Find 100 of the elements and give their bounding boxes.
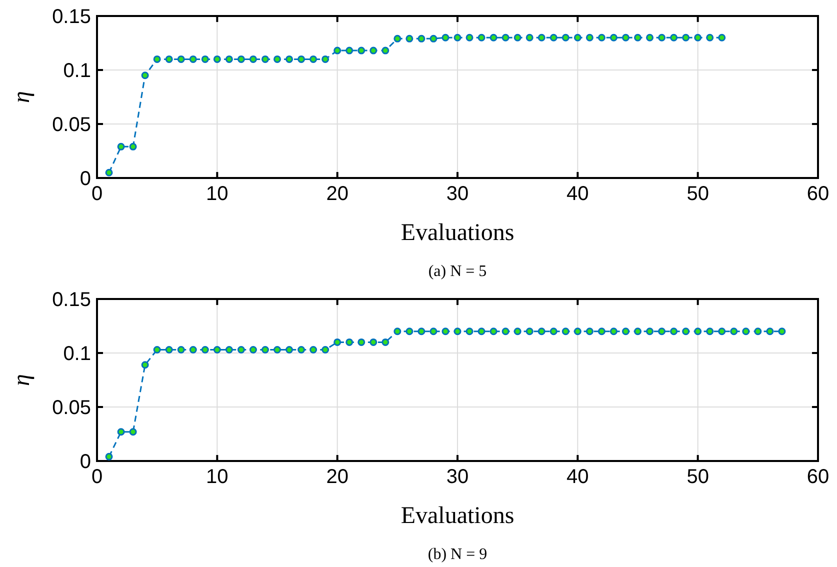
point xyxy=(213,346,221,354)
point xyxy=(646,328,654,336)
y-axis-title: η xyxy=(9,374,35,386)
point xyxy=(586,34,594,42)
x-tick-label: 60 xyxy=(806,466,830,488)
point xyxy=(261,346,269,354)
point xyxy=(334,46,342,54)
point xyxy=(177,346,185,354)
point xyxy=(129,428,137,436)
point xyxy=(574,34,582,42)
y-tick-label: 0.15 xyxy=(52,289,91,311)
point xyxy=(261,55,269,63)
point xyxy=(129,142,137,150)
point xyxy=(526,34,534,42)
x-tick-label: 10 xyxy=(206,466,228,488)
y-tick-label: 0.15 xyxy=(52,6,91,28)
point xyxy=(201,346,209,354)
point xyxy=(358,338,366,346)
y-tick-label: 0 xyxy=(80,168,91,190)
x-tick-label: 30 xyxy=(446,466,469,488)
point xyxy=(286,346,294,354)
point xyxy=(670,328,678,336)
point xyxy=(237,346,245,354)
x-tick-label: 40 xyxy=(566,183,589,205)
point xyxy=(766,328,774,336)
y-tick-label: 0.1 xyxy=(63,343,91,365)
x-tick-label: 10 xyxy=(206,183,228,205)
point xyxy=(153,346,161,354)
point xyxy=(213,55,221,63)
point xyxy=(286,55,294,63)
point xyxy=(141,72,149,80)
point xyxy=(670,34,678,42)
point xyxy=(322,55,330,63)
point xyxy=(430,34,438,42)
point xyxy=(730,328,738,336)
point xyxy=(346,46,354,54)
x-tick-label: 40 xyxy=(566,466,589,488)
point xyxy=(274,346,281,354)
point xyxy=(370,46,378,54)
x-tick-label: 30 xyxy=(446,183,469,205)
point xyxy=(646,34,654,42)
point xyxy=(622,34,630,42)
point xyxy=(514,328,522,336)
point xyxy=(718,34,726,42)
point xyxy=(249,55,257,63)
point xyxy=(141,361,149,369)
point xyxy=(586,328,594,336)
point xyxy=(442,34,450,42)
point xyxy=(550,328,558,336)
x-tick-label: 20 xyxy=(326,466,348,488)
point xyxy=(706,34,714,42)
point xyxy=(189,55,197,63)
point xyxy=(225,55,233,63)
point xyxy=(454,328,462,336)
x-tick-label: 20 xyxy=(326,183,348,205)
x-tick-label: 50 xyxy=(686,466,709,488)
point xyxy=(562,328,570,336)
text: (b) N = 9 xyxy=(428,546,488,563)
point xyxy=(334,338,342,346)
point xyxy=(394,34,402,42)
point xyxy=(454,34,462,42)
x-axis-title: Evaluations xyxy=(400,220,514,246)
point xyxy=(430,328,438,336)
point xyxy=(358,46,366,54)
point xyxy=(502,328,510,336)
point xyxy=(274,55,281,63)
point xyxy=(658,34,666,42)
point xyxy=(105,452,113,460)
point xyxy=(406,34,414,42)
point xyxy=(706,328,714,336)
point xyxy=(742,328,750,336)
point xyxy=(490,34,498,42)
point xyxy=(598,34,606,42)
x-tick-label: 60 xyxy=(806,183,830,205)
x-tick-label: 50 xyxy=(686,183,709,205)
point xyxy=(538,34,546,42)
point xyxy=(310,55,318,63)
point xyxy=(105,168,113,176)
point xyxy=(382,46,390,54)
point xyxy=(778,328,786,336)
point xyxy=(418,328,426,336)
y-tick-label: 0 xyxy=(80,451,91,473)
point xyxy=(754,328,762,336)
point xyxy=(406,328,414,336)
point xyxy=(153,55,161,63)
y-tick-label: 0.05 xyxy=(52,397,91,419)
point xyxy=(622,328,630,336)
y-tick-label: 0.1 xyxy=(63,60,91,82)
point xyxy=(490,328,498,336)
point xyxy=(682,328,690,336)
point xyxy=(550,34,558,42)
point xyxy=(598,328,606,336)
point xyxy=(394,328,402,336)
point xyxy=(562,34,570,42)
point xyxy=(298,55,306,63)
point xyxy=(370,338,378,346)
point xyxy=(694,34,702,42)
point xyxy=(382,338,390,346)
point xyxy=(502,34,510,42)
point xyxy=(249,346,257,354)
